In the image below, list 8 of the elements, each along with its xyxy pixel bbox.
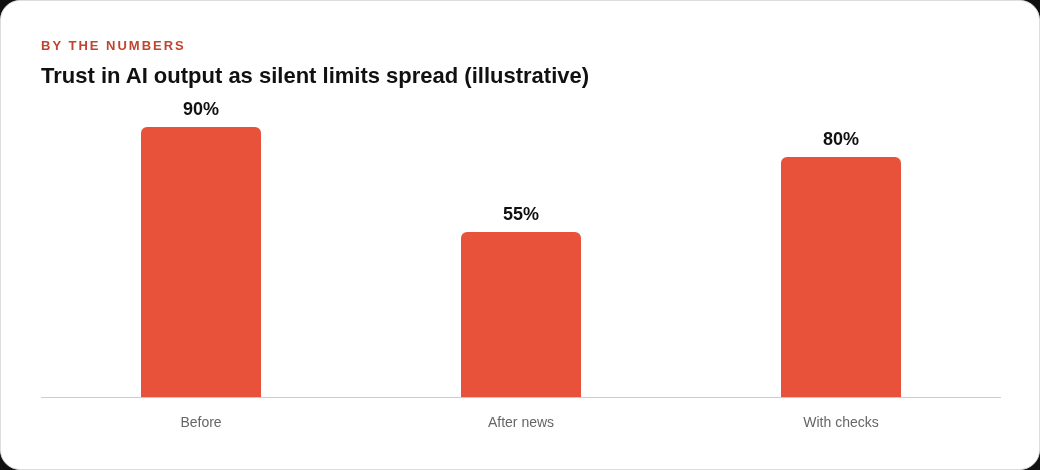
chart-subtitle: BY THE NUMBERS: [41, 38, 186, 53]
data-label: 80%: [822, 129, 860, 150]
data-label: 55%: [502, 204, 540, 225]
x-tick-label: After news: [487, 414, 555, 431]
data-label: 90%: [182, 98, 220, 119]
x-tick-label: With checks: [803, 414, 879, 431]
chart-title: Trust in AI output as silent limits spread (illustrative): [41, 63, 590, 89]
x-tick-label: Before: [180, 414, 222, 431]
